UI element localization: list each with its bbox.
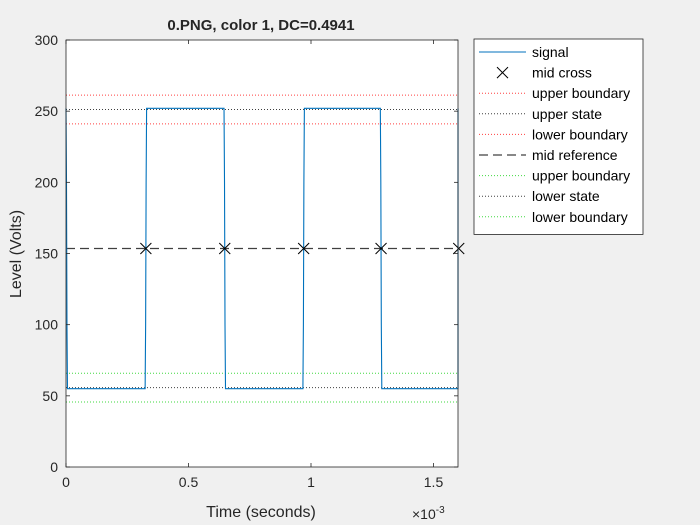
- x-axis-exponent-base: ×10: [412, 506, 436, 522]
- y-tick-label: 200: [35, 174, 59, 190]
- y-tick-label: 250: [35, 103, 59, 119]
- x-tick-label: 0.5: [179, 474, 199, 490]
- legend-label: lower boundary: [532, 126, 628, 142]
- signal-line: [65, 107, 459, 390]
- y-tick-label: 300: [35, 32, 59, 48]
- legend-label: signal: [532, 44, 569, 60]
- plot-background: [66, 40, 458, 467]
- x-tick-label: 0: [62, 474, 70, 490]
- legend-label: mid cross: [532, 65, 592, 81]
- legend-label: upper boundary: [532, 168, 630, 184]
- chart-title: 0.PNG, color 1, DC=0.4941: [167, 17, 354, 34]
- x-axis-label: Time (seconds): [206, 504, 316, 521]
- x-tick-label: 1.5: [424, 474, 444, 490]
- y-tick-label: 50: [42, 388, 58, 404]
- mid-cross-marker: [452, 242, 465, 255]
- x-axis-exponent: ×10-3: [412, 505, 445, 522]
- y-tick-label: 100: [35, 317, 59, 333]
- legend: signal mid cross upper boundary upper state…: [473, 38, 644, 235]
- mid-cross-marker: [140, 242, 152, 255]
- legend-label: lower boundary: [532, 209, 628, 225]
- legend-label: upper state: [532, 106, 602, 122]
- y-tick-label: 150: [35, 246, 59, 262]
- legend-label: lower state: [532, 188, 600, 204]
- legend-label: mid reference: [532, 147, 618, 163]
- x-axis-exponent-power: -3: [436, 505, 445, 516]
- plot-area: 0 0.5 1 1.5 0 50 100 150 200 250 300: [35, 32, 465, 490]
- y-axis-label: Level (Volts): [8, 210, 25, 298]
- mid-cross-marker: [297, 242, 310, 255]
- y-tick-label: 0: [50, 459, 58, 475]
- mid-cross-marker: [375, 242, 387, 255]
- x-tick-label: 1: [307, 474, 315, 490]
- mid-cross-marker: [218, 242, 231, 255]
- legend-mid-cross-swatch: [496, 66, 509, 79]
- legend-label: upper boundary: [532, 85, 630, 101]
